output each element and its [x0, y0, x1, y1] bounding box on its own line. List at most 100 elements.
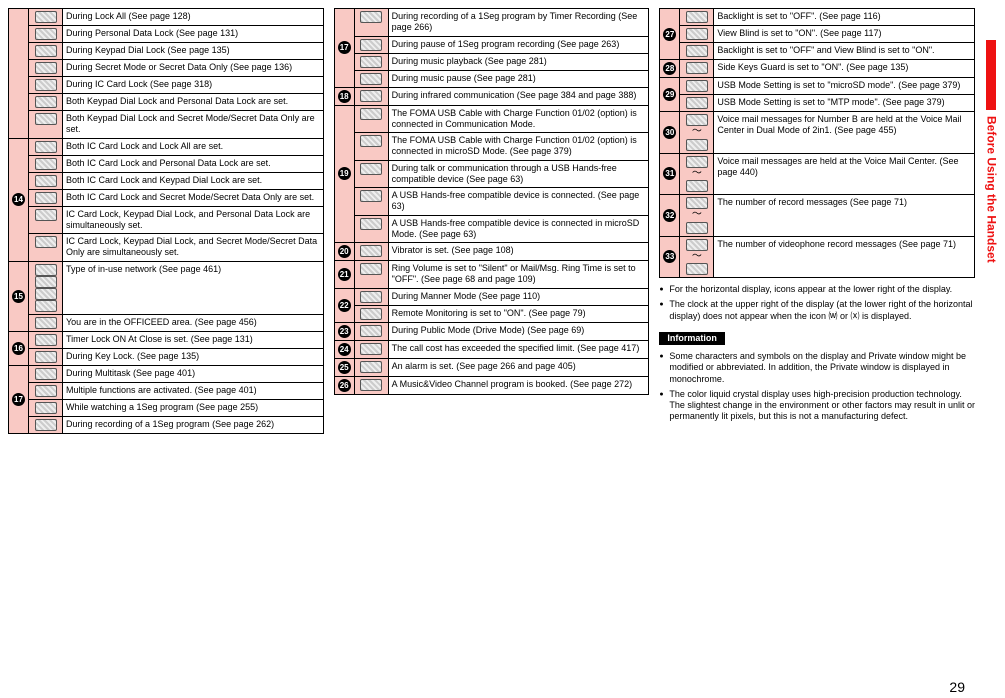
group-number: 17	[334, 9, 354, 88]
status-icon	[29, 348, 63, 365]
group-number: 14	[9, 138, 29, 261]
status-icon: ～	[680, 236, 714, 278]
status-description: Vibrator is set. (See page 108)	[388, 243, 649, 261]
status-icon	[354, 70, 388, 87]
status-icon	[354, 87, 388, 105]
status-icon	[354, 288, 388, 305]
status-description: During pause of 1Seg program recording (…	[388, 36, 649, 53]
status-description: During Lock All (See page 128)	[63, 9, 324, 26]
status-icon: ～	[680, 112, 714, 154]
status-description: The FOMA USB Cable with Charge Function …	[388, 105, 649, 133]
group-number: 22	[334, 288, 354, 322]
group-number	[9, 9, 29, 139]
group-number: 18	[334, 87, 354, 105]
status-description: A USB Hands-free compatible device is co…	[388, 215, 649, 243]
status-description: Type of in-use network (See page 461)	[63, 261, 324, 314]
status-description: Timer Lock ON At Close is set. (See page…	[63, 331, 324, 348]
page-content: During Lock All (See page 128)During Per…	[0, 0, 1005, 442]
status-icon	[29, 9, 63, 26]
group-number: 25	[334, 358, 354, 376]
status-description: The call cost has exceeded the specified…	[388, 340, 649, 358]
group-number: 26	[334, 376, 354, 394]
group-number: 27	[660, 9, 680, 60]
group-number: 29	[660, 78, 680, 112]
group-number: 19	[334, 105, 354, 243]
status-description: Side Keys Guard is set to "ON". (See pag…	[714, 60, 975, 78]
group-number: 15	[9, 261, 29, 331]
status-icon	[354, 215, 388, 243]
information-notes: Some characters and symbols on the displ…	[659, 351, 975, 423]
status-description: During recording of a 1Seg program (See …	[63, 416, 324, 433]
status-description: Backlight is set to "OFF" and View Blind…	[714, 43, 975, 60]
red-tab-bar	[986, 40, 996, 110]
notes-main: For the horizontal display, icons appear…	[659, 284, 975, 322]
status-icon	[29, 77, 63, 94]
status-description: Voice mail messages for Number B are hel…	[714, 112, 975, 154]
status-icon	[354, 9, 388, 37]
status-icon	[29, 26, 63, 43]
status-description: Both IC Card Lock and Keypad Dial Lock a…	[63, 172, 324, 189]
status-icon	[354, 105, 388, 133]
status-description: A USB Hands-free compatible device is co…	[388, 188, 649, 216]
status-icon	[680, 95, 714, 112]
status-description: During Multitask (See page 401)	[63, 365, 324, 382]
icon-table-3: 27 Backlight is set to "OFF". (See page 1…	[659, 8, 975, 278]
icon-table-1: During Lock All (See page 128)During Per…	[8, 8, 324, 434]
status-icon	[354, 340, 388, 358]
note-item: The clock at the upper right of the disp…	[669, 299, 975, 322]
status-icon: ～	[680, 195, 714, 237]
column-3: 27 Backlight is set to "OFF". (See page 1…	[659, 8, 975, 434]
icon-table-2: 17 During recording of a 1Seg program by …	[334, 8, 650, 395]
status-icon	[29, 234, 63, 262]
group-number: 17	[9, 365, 29, 433]
status-icon	[29, 314, 63, 331]
status-description: Voice mail messages are held at the Voic…	[714, 153, 975, 195]
status-description: IC Card Lock, Keypad Dial Lock, and Pers…	[63, 206, 324, 234]
status-icon	[29, 261, 63, 314]
group-number: 28	[660, 60, 680, 78]
column-2: 17 During recording of a 1Seg program by …	[334, 8, 650, 434]
status-description: During infrared communication (See page …	[388, 87, 649, 105]
status-icon	[29, 399, 63, 416]
group-number: 16	[9, 331, 29, 365]
status-icon	[29, 60, 63, 77]
group-number: 20	[334, 243, 354, 261]
status-description: An alarm is set. (See page 266 and page …	[388, 358, 649, 376]
status-icon	[680, 43, 714, 60]
status-icon	[29, 43, 63, 60]
status-description: During music playback (See page 281)	[388, 53, 649, 70]
information-header: Information	[659, 332, 725, 345]
status-icon	[680, 26, 714, 43]
group-number: 30	[660, 112, 680, 154]
status-description: USB Mode Setting is set to "MTP mode". (…	[714, 95, 975, 112]
status-icon	[29, 138, 63, 155]
status-description: Both Keypad Dial Lock and Secret Mode/Se…	[63, 111, 324, 139]
status-description: During music pause (See page 281)	[388, 70, 649, 87]
status-icon	[354, 358, 388, 376]
column-1: During Lock All (See page 128)During Per…	[8, 8, 324, 434]
status-icon	[354, 322, 388, 340]
status-icon	[354, 188, 388, 216]
status-description: Both Keypad Dial Lock and Personal Data …	[63, 94, 324, 111]
status-description: While watching a 1Seg program (See page …	[63, 399, 324, 416]
status-icon	[29, 331, 63, 348]
status-icon	[29, 111, 63, 139]
status-icon	[680, 60, 714, 78]
status-icon	[680, 9, 714, 26]
status-description: Ring Volume is set to "Silent" or Mail/M…	[388, 261, 649, 289]
info-item: The color liquid crystal display uses hi…	[669, 389, 975, 423]
status-icon	[354, 53, 388, 70]
status-icon	[354, 261, 388, 289]
status-description: During Keypad Dial Lock (See page 135)	[63, 43, 324, 60]
status-description: During Key Lock. (See page 135)	[63, 348, 324, 365]
status-description: During recording of a 1Seg program by Ti…	[388, 9, 649, 37]
status-description: The number of videophone record messages…	[714, 236, 975, 278]
group-number: 23	[334, 322, 354, 340]
status-description: USB Mode Setting is set to "microSD mode…	[714, 78, 975, 95]
status-icon	[354, 133, 388, 161]
status-description: Backlight is set to "OFF". (See page 116…	[714, 9, 975, 26]
status-icon	[354, 160, 388, 188]
status-icon	[680, 78, 714, 95]
status-icon	[29, 365, 63, 382]
status-icon	[29, 416, 63, 433]
